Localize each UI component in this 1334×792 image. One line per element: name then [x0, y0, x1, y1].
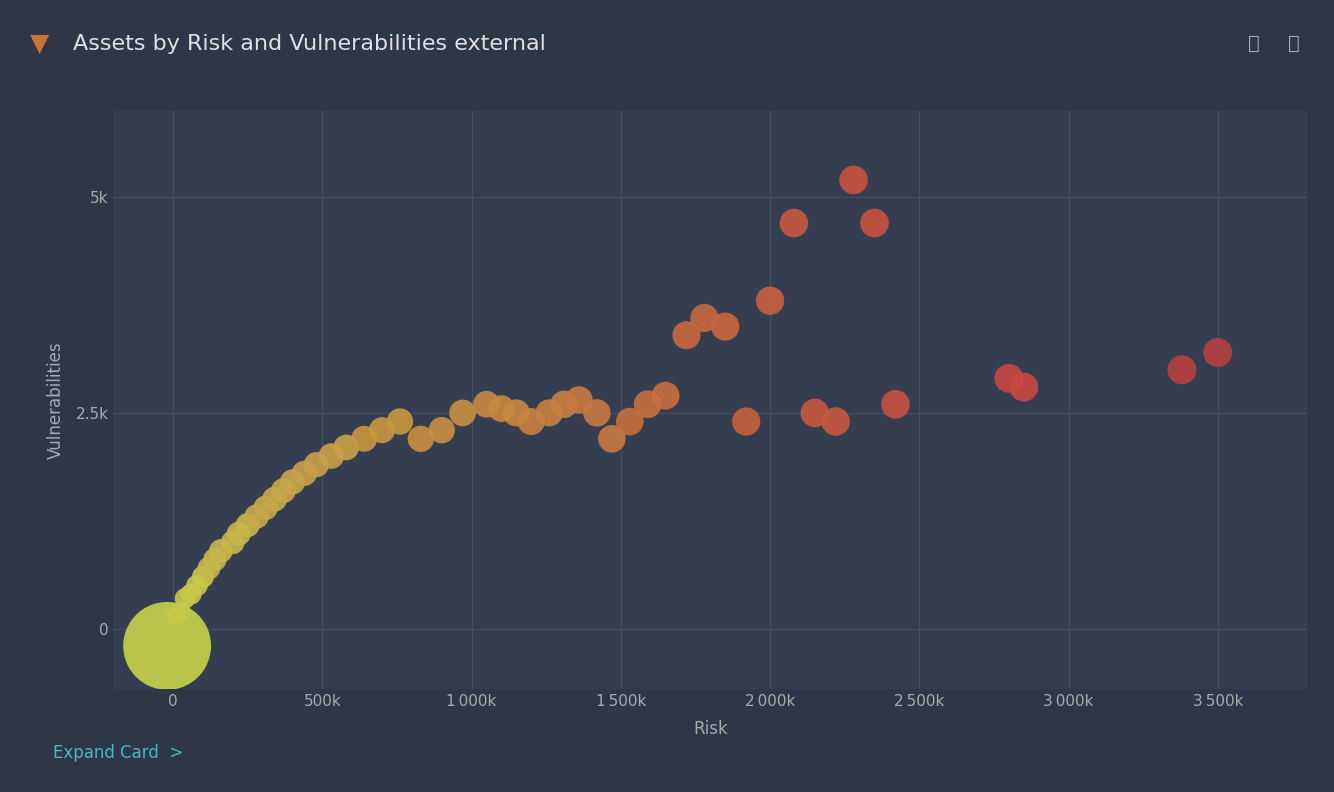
Point [305, 459, 327, 471]
Point [619, 415, 640, 428]
Point [676, 329, 698, 341]
Point [554, 398, 575, 410]
Point [491, 402, 512, 415]
Y-axis label: Vulnerabilities: Vulnerabilities [47, 341, 64, 459]
Point [281, 476, 303, 489]
Point [452, 406, 474, 419]
Text: 🗑: 🗑 [1249, 34, 1259, 53]
Point [884, 398, 906, 410]
Point [759, 295, 780, 307]
Text: ⬜: ⬜ [1289, 34, 1299, 53]
Point [843, 173, 864, 186]
Point [864, 217, 886, 230]
Text: Expand Card  >: Expand Card > [53, 744, 184, 762]
Point [293, 467, 315, 480]
Point [221, 536, 243, 549]
Point [506, 406, 527, 419]
Point [237, 519, 259, 531]
Point [539, 406, 560, 419]
Point [255, 501, 276, 514]
Point [602, 432, 623, 445]
Point [371, 424, 392, 436]
Point [165, 609, 187, 622]
Text: ▼: ▼ [31, 32, 49, 55]
Point [156, 640, 177, 653]
Point [204, 554, 225, 566]
Point [169, 605, 191, 618]
Point [264, 493, 285, 505]
Point [410, 432, 431, 445]
Point [187, 579, 208, 592]
Text: Assets by Risk and Vulnerabilities external: Assets by Risk and Vulnerabilities exter… [73, 33, 546, 54]
Point [320, 450, 342, 463]
Point [568, 394, 590, 406]
Point [228, 527, 249, 540]
Point [715, 320, 736, 333]
Point [998, 372, 1019, 385]
Point [694, 311, 715, 324]
Point [273, 484, 295, 497]
Point [1207, 346, 1229, 359]
Point [390, 415, 411, 428]
Point [476, 398, 498, 410]
Point [192, 570, 213, 583]
Point [431, 424, 452, 436]
Point [735, 415, 756, 428]
Point [1171, 364, 1193, 376]
Point [783, 217, 804, 230]
Point [824, 415, 846, 428]
Point [1013, 381, 1034, 394]
Point [638, 398, 659, 410]
Point [336, 441, 358, 454]
Point [245, 510, 267, 523]
Point [354, 432, 375, 445]
Point [175, 592, 196, 605]
Point [199, 562, 220, 574]
Point [180, 588, 201, 600]
X-axis label: Risk: Risk [692, 720, 728, 738]
Point [586, 406, 607, 419]
Point [655, 390, 676, 402]
Point [211, 545, 232, 558]
Point [804, 406, 826, 419]
Point [520, 415, 542, 428]
